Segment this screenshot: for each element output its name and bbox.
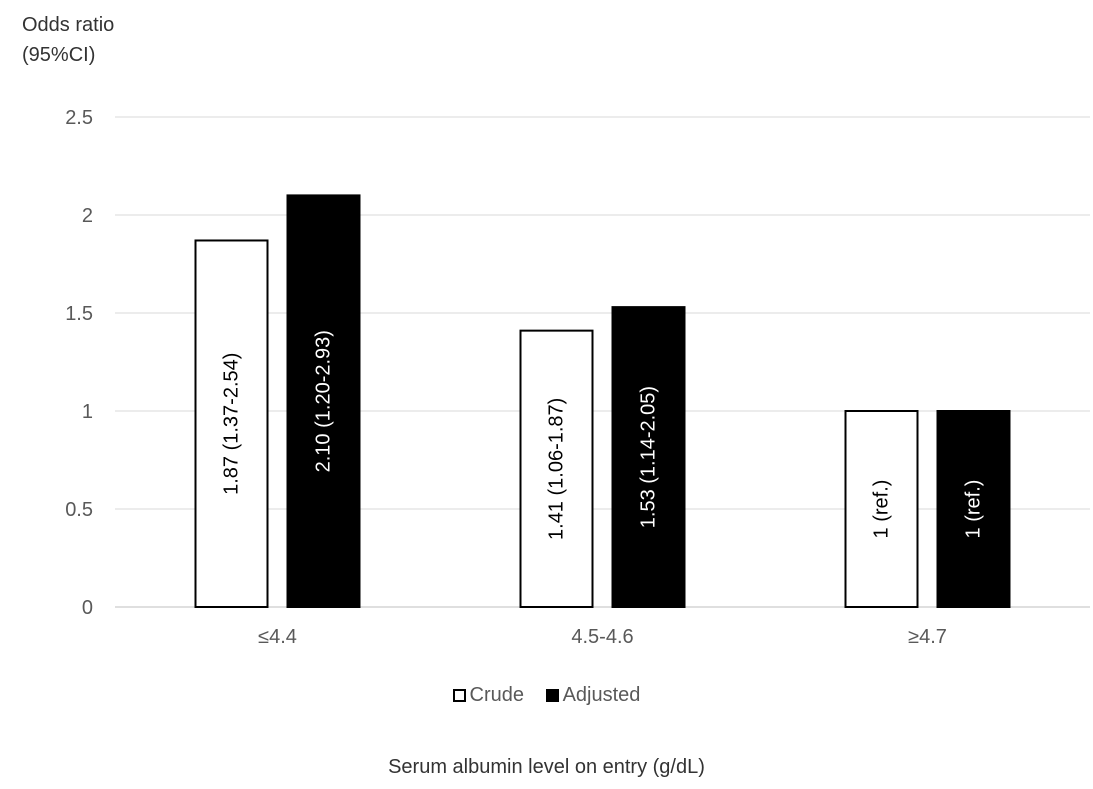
data-label: 1 (ref.) <box>963 480 985 539</box>
data-label: 1.53 (1.14-2.05) <box>638 386 660 528</box>
y-axis-title: Odds ratio (95%CI) <box>22 10 114 70</box>
data-label: 1.87 (1.37-2.54) <box>221 353 243 495</box>
data-label: 2.10 (1.20-2.93) <box>313 330 335 472</box>
x-tick-label: ≥4.7 <box>908 626 947 648</box>
legend-item-crude: Crude <box>452 684 525 707</box>
bar-crude <box>519 329 594 608</box>
legend-item-adjusted: Adjusted <box>545 684 641 707</box>
legend: Crude Adjusted <box>0 684 1093 708</box>
y-tick-label: 1.5 <box>65 303 93 325</box>
x-tick-label: 4.5-4.6 <box>571 626 633 648</box>
bar-adjusted <box>611 306 686 608</box>
bar-crude <box>194 239 269 608</box>
y-tick-label: 1 <box>82 401 93 423</box>
bar-adjusted <box>936 410 1011 608</box>
y-tick-label: 2.5 <box>65 107 93 129</box>
legend-label-crude: Crude <box>469 684 525 706</box>
legend-label-adjusted: Adjusted <box>562 684 641 706</box>
bar-chart: 0 0.5 1 1.5 2 2.5 1.87 (1.37-2.54) 2.10 (1.20-2… <box>65 107 1090 648</box>
y-tick-label: 2 <box>82 205 93 227</box>
x-tick-label: ≤4.4 <box>258 626 297 648</box>
bar-adjusted <box>286 194 361 608</box>
data-label: 1.41 (1.06-1.87) <box>546 398 568 540</box>
data-label: 1 (ref.) <box>871 480 893 539</box>
legend-swatch-crude <box>452 689 466 702</box>
x-axis-title: Serum albumin level on entry (g/dL) <box>388 756 705 778</box>
y-axis-title-line1: Odds ratio <box>22 14 115 36</box>
y-tick-label: 0.5 <box>65 499 93 521</box>
legend-swatch-adjusted <box>545 689 559 702</box>
y-axis-title-line2: (95%CI) <box>22 44 96 66</box>
bar-crude <box>844 410 919 608</box>
y-tick-label: 0 <box>82 597 93 619</box>
